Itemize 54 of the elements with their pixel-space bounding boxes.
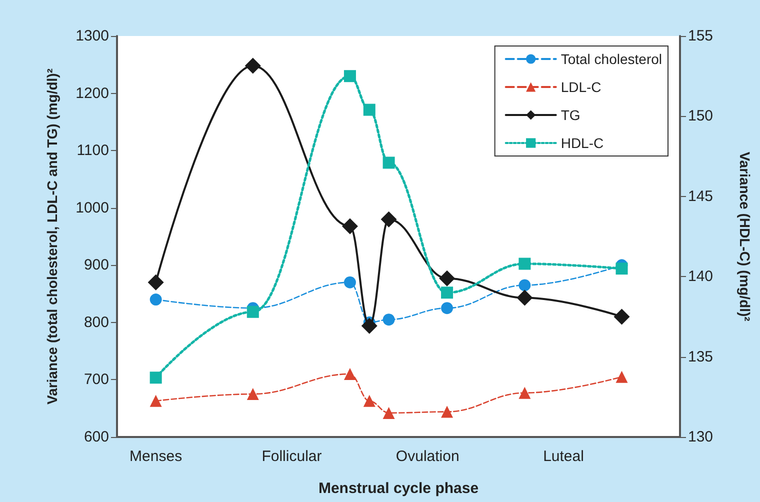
point (150, 372, 162, 384)
y-axis-title: Variance (total cholesterol, LDL-C and TG) (mg/dl)² (44, 68, 60, 405)
point (148, 274, 164, 290)
point (363, 104, 376, 116)
y2-tick-label: 130 (688, 428, 714, 446)
y2-tick-label: 145 (688, 188, 714, 205)
point (363, 394, 376, 407)
y2-tick-label: 140 (688, 268, 714, 286)
point (246, 388, 259, 400)
y-tick-label: 1300 (76, 28, 109, 44)
legend-label: TG (560, 107, 580, 123)
point (344, 368, 356, 380)
point (616, 262, 628, 275)
x-tick-label: Luteal (543, 448, 584, 465)
y2-tick-label: 135 (688, 348, 714, 366)
y2-axis-title: Variance (HDL-C) (mg/dl)² (737, 152, 753, 322)
point (361, 318, 378, 334)
point (616, 370, 628, 383)
x-tick-label: Menses (130, 448, 182, 465)
point (382, 156, 395, 169)
y-tick-label: 1000 (76, 199, 109, 216)
point (150, 294, 162, 306)
y-tick-label: 700 (84, 371, 109, 388)
y-tick-label: 800 (84, 314, 109, 331)
y-tick-label: 900 (84, 256, 109, 274)
point (150, 394, 162, 407)
point (244, 58, 261, 74)
point (380, 211, 397, 228)
x-tick-label: Ovulation (396, 448, 460, 465)
x-axis-title: Menstrual cycle phase (318, 480, 479, 497)
point (439, 270, 456, 286)
y-tick-label: 1100 (76, 142, 109, 160)
x-tick-label: Follicular (262, 448, 322, 465)
point (344, 276, 356, 288)
point (441, 302, 454, 314)
point (382, 406, 395, 419)
point (518, 386, 531, 399)
y2-tick-label: 150 (688, 108, 714, 125)
y2-tick-label: 155 (688, 28, 714, 44)
point (382, 314, 395, 326)
point (518, 258, 531, 270)
point (342, 218, 358, 234)
point (441, 286, 454, 299)
y-tick-label: 1200 (76, 84, 109, 102)
y-tick-label: 600 (84, 428, 109, 446)
legend-label: Total cholesterol (560, 51, 662, 67)
point (246, 306, 259, 318)
point (518, 279, 531, 292)
legend-label: LDL-C (560, 79, 602, 95)
point (516, 290, 533, 306)
point (441, 406, 454, 418)
point (344, 70, 356, 82)
point (614, 308, 630, 325)
legend-label: HDL-C (560, 135, 604, 151)
